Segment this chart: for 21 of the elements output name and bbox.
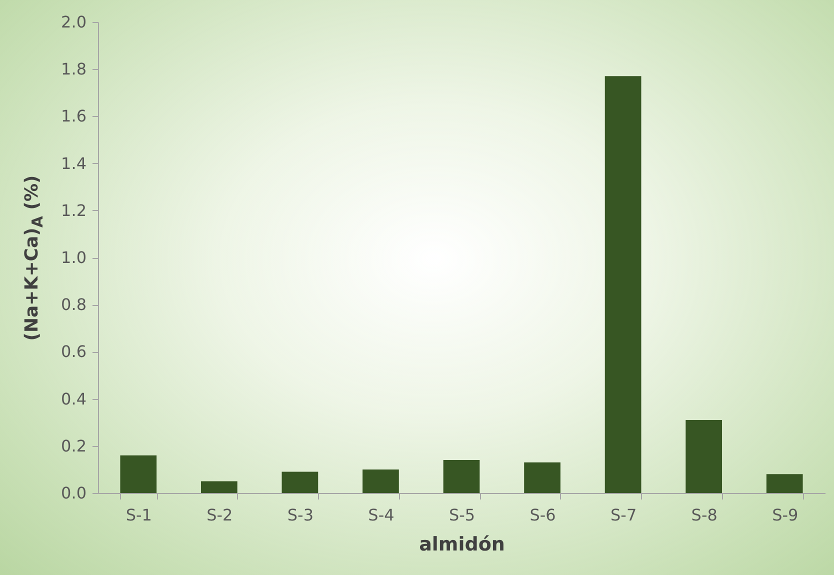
x-tick-label: S-5	[448, 506, 476, 524]
y-tick-label: 1.2	[61, 200, 86, 220]
x-tick-label: S-7	[610, 506, 637, 524]
x-axis-title: almidón	[419, 534, 505, 556]
y-tick-label: 1.6	[61, 106, 86, 126]
y-tick-label: 1.4	[61, 154, 86, 173]
x-tick-label: S-3	[287, 506, 314, 524]
y-tick-label: 1.0	[61, 248, 86, 267]
x-tick-label: S-9	[772, 506, 798, 524]
x-tick-label: S-6	[530, 506, 556, 524]
y-tick-label: 0.2	[61, 436, 86, 456]
x-tick-label: S-1	[126, 506, 152, 524]
y-tick-label: 0.8	[61, 295, 86, 314]
y-tick-label: 1.8	[61, 60, 86, 79]
x-tick-label: S-8	[691, 506, 718, 524]
x-tick-label: S-2	[206, 506, 233, 524]
y-tick-label: 0.6	[61, 342, 86, 362]
y-tick-label: 0.0	[61, 484, 86, 502]
y-tick-label: 2.0	[61, 12, 86, 32]
y-tick-label: 0.4	[61, 389, 86, 408]
x-tick-label: S-4	[368, 506, 394, 524]
